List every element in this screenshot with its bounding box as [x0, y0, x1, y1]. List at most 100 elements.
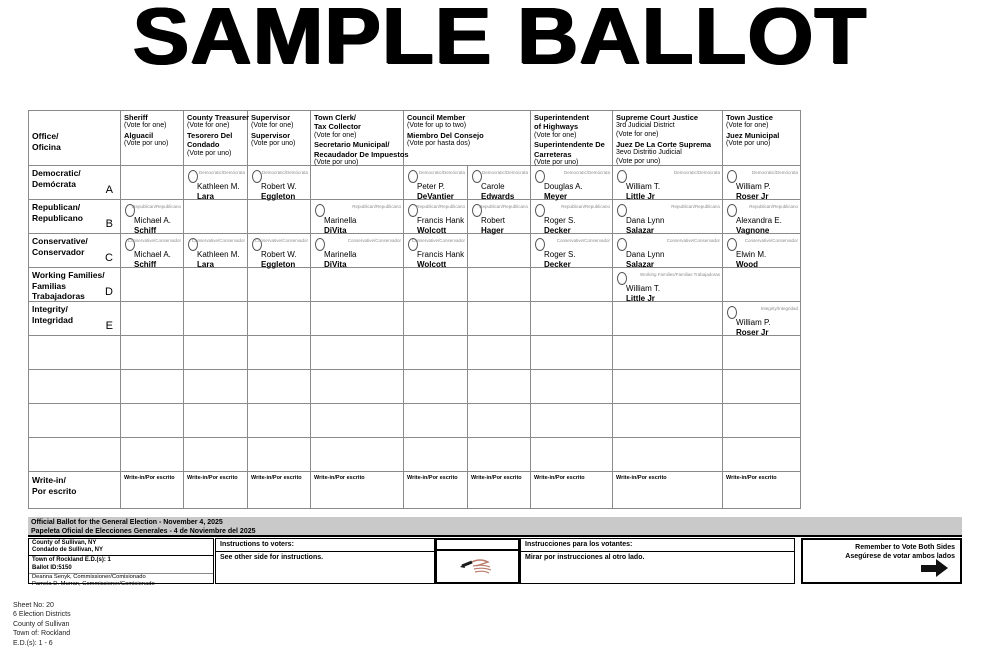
oval-C-council1[interactable] — [408, 238, 418, 251]
candidate-name: William P. Roser Jr — [736, 182, 771, 202]
empty-cell-council1 — [404, 370, 468, 404]
cell-B-clerk: Republican/Republicano Marinella DiVita — [311, 200, 404, 235]
empty-cell-supervisor — [248, 370, 311, 404]
cell-B-justice: Republican/Republicano Alexandra E. Vagnon… — [723, 200, 801, 235]
empty-cell-treasurer — [184, 438, 248, 472]
empty-cell-treasurer — [184, 404, 248, 438]
empty-cell-council1 — [404, 438, 468, 472]
column-header-supreme: Supreme Court Justice 3rd Judicial Distri… — [613, 111, 723, 166]
oval-B-supreme[interactable] — [617, 204, 627, 217]
oval-B-justice[interactable] — [727, 204, 737, 217]
oval-A-supreme[interactable] — [617, 170, 627, 183]
party-oval-label: Democratic/Demócrata — [751, 170, 798, 175]
oval-C-supreme[interactable] — [617, 238, 627, 251]
cell-B-treasurer — [184, 200, 248, 234]
write-in-cell-label: Write-in/Por escrito — [187, 475, 238, 481]
oval-E-justice[interactable] — [727, 306, 737, 319]
row-letter-C: C — [105, 252, 113, 265]
party-oval-label: Democratic/Demócrata — [563, 170, 610, 175]
empty-cell-justice — [723, 336, 801, 370]
cell-C-sheriff: Conservative/Conservador Michael A. Schiff — [121, 234, 184, 269]
oval-A-council2[interactable] — [472, 170, 482, 183]
empty-office-cell — [29, 336, 121, 370]
write-in-cell-supervisor[interactable]: Write-in/Por escrito — [248, 472, 311, 509]
oval-D-supreme[interactable] — [617, 272, 627, 285]
cell-B-council2: Republican/Republicano Robert Hager — [468, 200, 531, 235]
oval-B-sheriff[interactable] — [125, 204, 135, 217]
row-letter-A: A — [105, 184, 113, 197]
party-oval-label: Conservative/Conservador — [347, 238, 401, 243]
oval-C-justice[interactable] — [727, 238, 737, 251]
county-info-box: County of Sullivan, NY Condado de Sulliv… — [28, 538, 214, 587]
page-title: SAMPLE BALLOT — [132, 0, 868, 80]
oval-C-clerk[interactable] — [315, 238, 325, 251]
cell-E-justice: Integrity/Integridad William P. Roser Jr — [723, 302, 801, 337]
empty-cell-clerk — [311, 438, 404, 472]
write-in-cell-treasurer[interactable]: Write-in/Por escrito — [184, 472, 248, 509]
oval-B-council2[interactable] — [472, 204, 482, 217]
oval-A-supervisor[interactable] — [252, 170, 262, 183]
empty-cell-supervisor — [248, 438, 311, 472]
oval-C-supervisor[interactable] — [252, 238, 262, 251]
county-es: Condado de Sullivan, NY — [32, 547, 104, 554]
empty-cell-highways — [531, 404, 613, 438]
write-in-cell-justice[interactable]: Write-in/Por escrito — [723, 472, 801, 509]
reminder-en: Remember to Vote Both Sides — [855, 544, 955, 551]
candidate-name: William T. Little Jr — [626, 182, 661, 202]
party-oval-label: Conservative/Conservador — [254, 238, 308, 243]
row-letter-E: E — [105, 320, 113, 333]
row-letter-B: B — [105, 218, 113, 231]
column-header-justice: Town Justice (Vote for one) Juez Municipal… — [723, 111, 801, 166]
cell-B-highways: Republican/Republicano Roger S. Decker — [531, 200, 613, 235]
write-in-cell-highways[interactable]: Write-in/Por escrito — [531, 472, 613, 509]
oval-A-justice[interactable] — [727, 170, 737, 183]
empty-cell-sheriff — [121, 404, 184, 438]
vote-both-sides-text: Remember to Vote Both Sides Asegúrese de… — [803, 540, 960, 561]
oval-C-highways[interactable] — [535, 238, 545, 251]
empty-cell-supreme — [613, 438, 723, 472]
cell-A-council1: Democratic/Demócrata Peter P. DeVantier — [404, 166, 468, 202]
hand-marking-box — [435, 538, 520, 584]
party-oval-label: Democratic/Demócrata — [418, 170, 465, 175]
oval-A-highways[interactable] — [535, 170, 545, 183]
party-oval-label: Democratic/Demócrata — [481, 170, 528, 175]
commissioner-1: Deanna Senyk, Commissioner/Comisionado — [32, 573, 146, 580]
write-in-cell-label: Write-in/Por escrito — [407, 475, 458, 481]
cell-C-council1: Conservative/Conservador Francis Hank Wolc… — [404, 234, 468, 269]
oval-A-treasurer[interactable] — [188, 170, 198, 183]
cell-E-council1 — [404, 302, 468, 336]
party-oval-label: Republican/Republicano — [479, 204, 528, 209]
write-in-cell-sheriff[interactable]: Write-in/Por escrito — [121, 472, 184, 509]
write-in-cell-council2[interactable]: Write-in/Por escrito — [468, 472, 531, 509]
cell-A-highways: Democratic/Demócrata Douglas A. Meyer — [531, 166, 613, 201]
town-ballot-id: Town of Rockland E.D.(s): 1 Ballot ID:51… — [29, 556, 213, 572]
write-in-cell-clerk[interactable]: Write-in/Por escrito — [311, 472, 404, 509]
empty-cell-sheriff — [121, 370, 184, 404]
cell-E-council2 — [468, 302, 531, 336]
party-oval-label: Conservative/Conservador — [744, 238, 798, 243]
cell-D-justice — [723, 268, 801, 302]
write-in-cell-label: Write-in/Por escrito — [124, 475, 175, 481]
cell-A-supreme: Democratic/Demócrata William T. Little Jr — [613, 166, 723, 202]
cell-C-highways: Conservative/Conservador Roger S. Decker — [531, 234, 613, 269]
party-row-label-C: Conservative/Conservador C — [29, 234, 121, 268]
party-oval-label: Conservative/Conservador — [127, 238, 181, 243]
candidate-name: Peter P. DeVantier — [417, 182, 454, 202]
empty-cell-council2 — [468, 438, 531, 472]
column-header-highways: Superintendent of Highways (Vote for one) S… — [531, 111, 613, 166]
oval-B-council1[interactable] — [408, 204, 418, 217]
oval-C-treasurer[interactable] — [188, 238, 198, 251]
cell-D-council2 — [468, 268, 531, 302]
oval-B-highways[interactable] — [535, 204, 545, 217]
oval-B-clerk[interactable] — [315, 204, 325, 217]
oval-C-sheriff[interactable] — [125, 238, 135, 251]
oval-A-council1[interactable] — [408, 170, 418, 183]
write-in-cell-council1[interactable]: Write-in/Por escrito — [404, 472, 468, 509]
write-in-cell-supreme[interactable]: Write-in/Por escrito — [613, 472, 723, 509]
cell-E-treasurer — [184, 302, 248, 336]
county-names: County of Sullivan, NY Condado de Sulliv… — [29, 539, 213, 557]
cell-D-supervisor — [248, 268, 311, 302]
ballot-table: Office/Oficina Sheriff (Vote for one) Algua… — [28, 110, 801, 509]
party-oval-label: Republican/Republicano — [561, 204, 610, 209]
cell-C-treasurer: Conservative/Conservador Kathleen M. Lara — [184, 234, 248, 269]
